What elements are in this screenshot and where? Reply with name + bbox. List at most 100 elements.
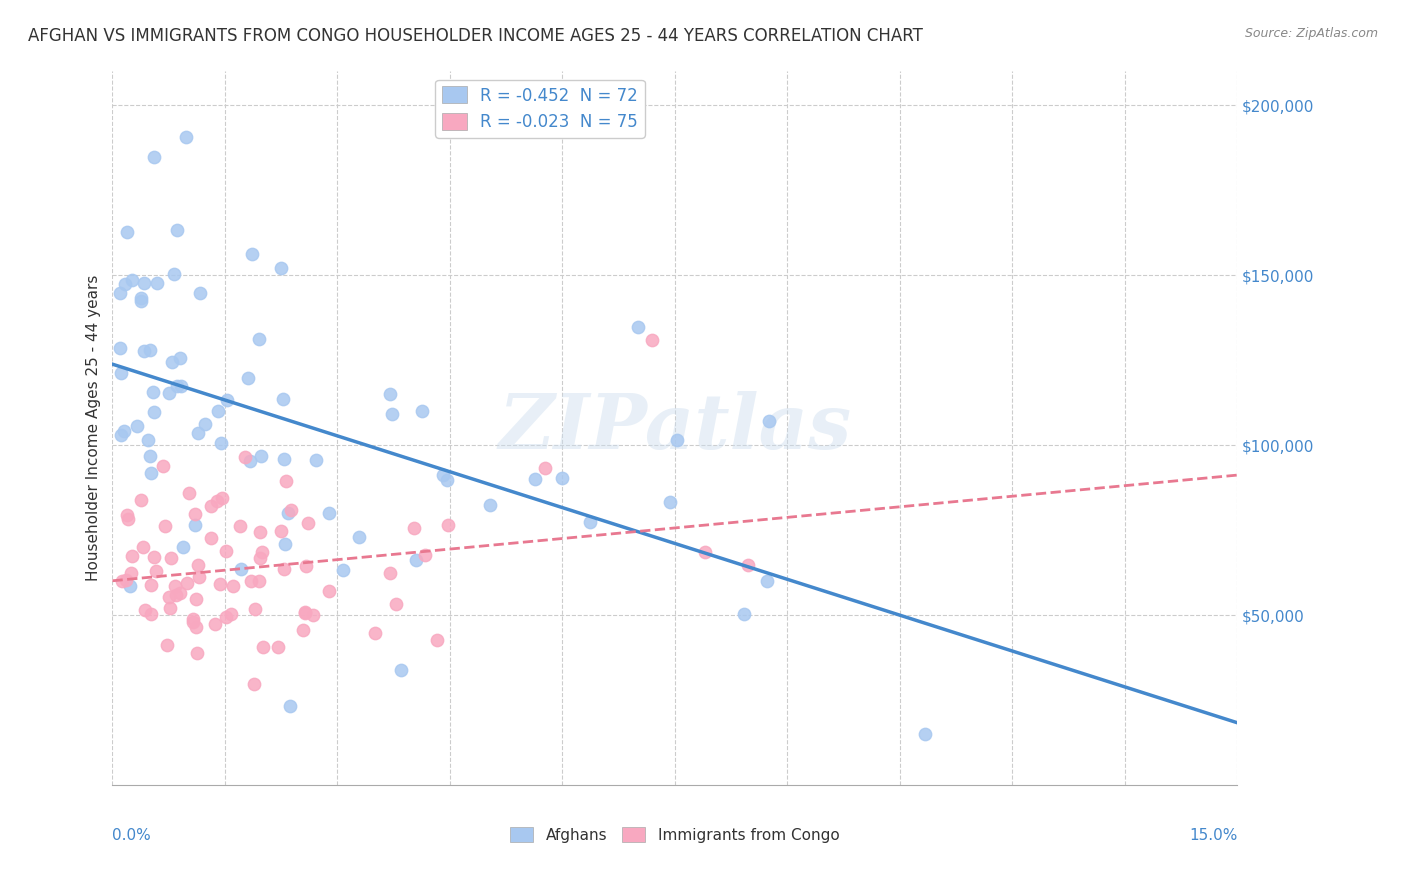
Point: [523, 472, 546, 486]
Text: AFGHAN VS IMMIGRANTS FROM CONGO HOUSEHOLDER INCOME AGES 25 - 44 YEARS CORRELATIO: AFGHAN VS IMMIGRANTS FROM CONGO HOUSEHOL…: [28, 27, 922, 45]
Point: [143, 550, 166, 565]
Point: [188, 570, 211, 584]
Point: [131, 492, 153, 507]
Point: [121, 273, 143, 287]
Point: [294, 607, 316, 621]
Point: [229, 562, 252, 576]
Point: [305, 453, 328, 467]
Point: [108, 286, 131, 301]
Point: [758, 414, 780, 428]
Point: [270, 524, 292, 538]
Point: [292, 623, 315, 637]
Point: [160, 550, 183, 565]
Point: [209, 436, 232, 450]
Point: [169, 351, 191, 366]
Text: Source: ZipAtlas.com: Source: ZipAtlas.com: [1244, 27, 1378, 40]
Y-axis label: Householder Income Ages 25 - 44 years: Householder Income Ages 25 - 44 years: [86, 275, 101, 582]
Point: [114, 277, 136, 291]
Point: [184, 508, 207, 522]
Point: [111, 574, 134, 588]
Point: [294, 558, 316, 573]
Point: [134, 344, 156, 359]
Point: [249, 551, 271, 566]
Point: [215, 392, 238, 407]
Point: [114, 573, 136, 587]
Point: [129, 291, 152, 305]
Point: [166, 379, 188, 393]
Point: [169, 586, 191, 600]
Point: [190, 285, 212, 300]
Point: [200, 532, 222, 546]
Point: [146, 277, 169, 291]
Point: [665, 433, 688, 447]
Point: [117, 511, 139, 525]
Point: [252, 640, 274, 654]
Point: [737, 558, 759, 572]
Point: [270, 261, 292, 276]
Point: [378, 387, 401, 401]
Point: [169, 379, 191, 393]
Point: [914, 727, 936, 741]
Point: [141, 607, 163, 622]
Point: [153, 518, 176, 533]
Point: [118, 579, 141, 593]
Point: [385, 597, 408, 611]
Point: [381, 407, 404, 421]
Point: [215, 543, 238, 558]
Point: [302, 607, 325, 622]
Point: [115, 508, 138, 522]
Point: [121, 549, 143, 563]
Point: [273, 562, 295, 576]
Point: [247, 332, 270, 346]
Point: [432, 468, 454, 483]
Point: [274, 474, 297, 488]
Text: ZIPatlas: ZIPatlas: [498, 392, 852, 465]
Text: 0.0%: 0.0%: [112, 828, 152, 843]
Point: [129, 294, 152, 309]
Point: [233, 450, 256, 465]
Point: [200, 499, 222, 513]
Point: [243, 676, 266, 690]
Point: [404, 521, 426, 535]
Point: [318, 507, 340, 521]
Point: [243, 602, 266, 616]
Point: [184, 517, 207, 532]
Point: [134, 276, 156, 290]
Point: [152, 458, 174, 473]
Point: [229, 519, 252, 533]
Point: [131, 540, 153, 554]
Point: [297, 516, 319, 531]
Point: [426, 632, 449, 647]
Point: [221, 579, 243, 593]
Point: [239, 454, 262, 468]
Point: [211, 491, 233, 505]
Point: [186, 646, 208, 660]
Point: [207, 404, 229, 418]
Point: [110, 427, 132, 442]
Point: [174, 129, 197, 144]
Point: [156, 639, 179, 653]
Point: [160, 355, 183, 369]
Point: [143, 150, 166, 164]
Point: [579, 515, 602, 529]
Point: [166, 222, 188, 236]
Point: [332, 563, 354, 577]
Point: [181, 615, 204, 629]
Point: [271, 392, 294, 406]
Point: [157, 385, 180, 400]
Point: [205, 494, 228, 508]
Point: [641, 333, 664, 347]
Point: [184, 591, 207, 606]
Point: [274, 537, 297, 551]
Point: [349, 530, 371, 544]
Point: [134, 602, 156, 616]
Point: [145, 564, 167, 578]
Point: [236, 371, 259, 385]
Point: [204, 616, 226, 631]
Point: [247, 574, 270, 589]
Point: [208, 577, 231, 591]
Point: [249, 449, 271, 463]
Point: [534, 460, 557, 475]
Point: [405, 553, 427, 567]
Point: [142, 384, 165, 399]
